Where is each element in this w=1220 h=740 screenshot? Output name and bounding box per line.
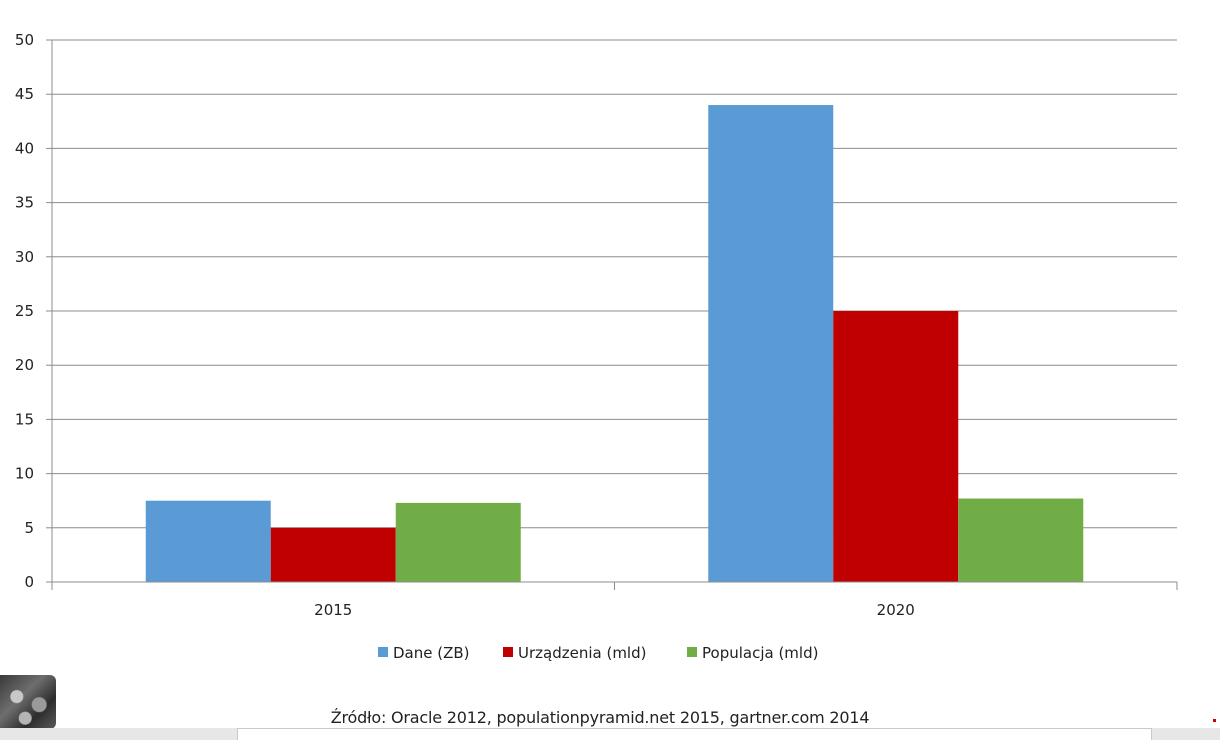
bar-chart: 0 5 10 15 20 25 30 35 40 45 50 2015 2020 Dane (ZB) Ur…	[15, 31, 1178, 662]
legend-label: Urządzenia (mld)	[518, 644, 646, 662]
y-tick-label: 25	[15, 302, 34, 320]
y-tick-label: 50	[15, 31, 34, 49]
y-tick-label: 10	[15, 465, 34, 483]
y-tick-label: 40	[15, 139, 34, 157]
bar-2015-3	[395, 502, 521, 582]
bar-2015-1	[145, 500, 271, 582]
legend: Dane (ZB) Urządzenia (mld) Populacja (mld)	[378, 644, 818, 662]
y-tick-label: 5	[24, 519, 34, 537]
legend-label: Populacja (mld)	[702, 644, 818, 662]
y-tick-label: 45	[15, 85, 34, 103]
legend-swatch	[687, 647, 697, 657]
y-tick-label: 0	[24, 573, 34, 591]
gridlines	[52, 39, 1177, 529]
cursor-marker	[1213, 719, 1216, 722]
y-tick-label: 20	[15, 356, 34, 374]
bars	[145, 105, 1084, 582]
x-tick-label: 2015	[314, 601, 352, 619]
bar-2020-3	[958, 498, 1084, 582]
bar-2020-2	[833, 311, 959, 582]
x-tick-label: 2020	[877, 601, 915, 619]
legend-label: Dane (ZB)	[393, 644, 470, 662]
y-tick-label: 30	[15, 248, 34, 266]
y-tick-label: 35	[15, 194, 34, 212]
bar-2020-1	[708, 105, 834, 582]
y-tick-label: 15	[15, 410, 34, 428]
legend-swatch	[378, 647, 388, 657]
legend-swatch	[503, 647, 513, 657]
source-note: Źródło: Oracle 2012, populationpyramid.n…	[330, 708, 870, 727]
bar-2015-2	[270, 527, 396, 582]
axes: 0 5 10 15 20 25 30 35 40 45 50 2015 2020	[15, 31, 1178, 619]
notes-panel[interactable]	[237, 728, 1152, 740]
slide-thumbnail-image[interactable]	[0, 675, 56, 729]
